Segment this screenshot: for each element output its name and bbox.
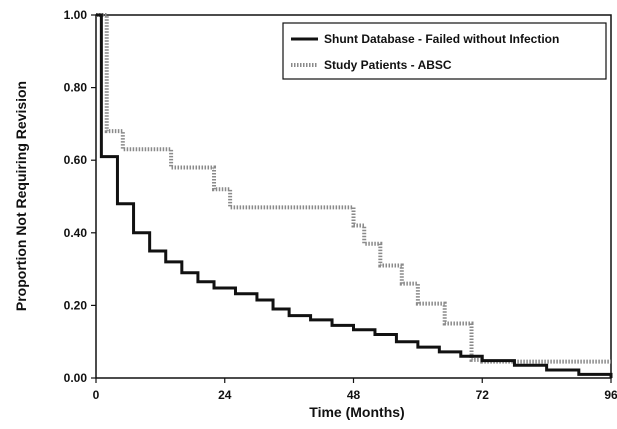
- x-tick-label: 72: [476, 388, 490, 402]
- y-tick-label: 0.20: [64, 298, 88, 312]
- series-layer: [96, 13, 613, 378]
- legend: Shunt Database - Failed without Infectio…: [282, 22, 607, 80]
- y-axis-ticks: 0.00 0.20 0.40 0.60 0.80 1.00: [64, 8, 96, 385]
- y-tick-label: 0.40: [64, 226, 88, 240]
- y-tick-label: 0.00: [64, 371, 88, 385]
- x-tick-label: 96: [604, 388, 617, 402]
- series-line-shunt-database: [96, 13, 613, 378]
- x-tick-label: 24: [218, 388, 232, 402]
- y-tick-label: 1.00: [64, 8, 88, 22]
- x-axis-title: Time (Months): [309, 404, 404, 420]
- legend-label-study-patients: Study Patients - ABSC: [324, 58, 452, 72]
- legend-box: [282, 22, 607, 80]
- y-tick-label: 0.60: [64, 153, 88, 167]
- y-tick-label: 0.80: [64, 81, 88, 95]
- legend-label-shunt-database: Shunt Database - Failed without Infectio…: [324, 32, 559, 46]
- x-axis-ticks: 0 24 48 72 96: [93, 378, 617, 402]
- x-tick-label: 0: [93, 388, 100, 402]
- y-axis-title: Proportion Not Requiring Revision: [13, 81, 29, 311]
- x-tick-label: 48: [347, 388, 361, 402]
